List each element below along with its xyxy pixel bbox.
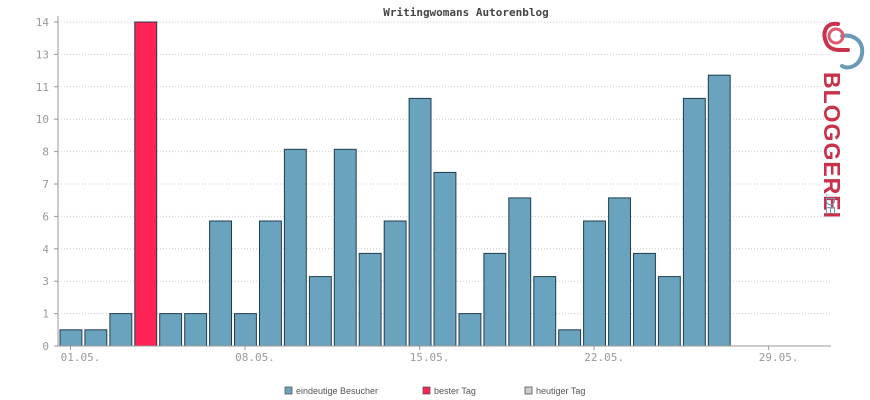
y-tick-label: 0: [42, 340, 49, 353]
y-tick-label: 11: [36, 81, 49, 94]
legend-swatch: [524, 386, 533, 395]
visitor-bar[interactable]: [283, 148, 307, 347]
x-tick-label: 22.05.: [584, 351, 624, 364]
bloggerei-logo-icon: [822, 21, 865, 70]
visitor-bar[interactable]: [209, 220, 233, 347]
visitor-bar[interactable]: [608, 197, 631, 347]
visitor-bar[interactable]: [707, 74, 731, 347]
y-tick-label: 3: [42, 275, 49, 288]
y-tick-label: 1: [42, 308, 49, 321]
x-tick-label: 15.05.: [410, 351, 450, 364]
visitor-bar[interactable]: [184, 313, 208, 347]
axes: [57, 16, 831, 347]
visitor-bar[interactable]: [433, 171, 457, 347]
bloggerei-logo[interactable]: BLOGGEREI .DE: [819, 21, 865, 219]
y-tick-label: 8: [42, 146, 49, 159]
visitor-bar[interactable]: [159, 313, 183, 347]
visitor-bar[interactable]: [383, 220, 407, 347]
bloggerei-logo-suffix: .DE: [823, 193, 838, 215]
visitor-bar[interactable]: [657, 276, 681, 347]
y-tick-label: 4: [42, 243, 49, 256]
best-day-bar[interactable]: [134, 21, 158, 347]
visitor-bar[interactable]: [633, 252, 656, 347]
legend-label: bester Tag: [434, 386, 476, 396]
bloggerei-logo-text: BLOGGEREI: [819, 72, 845, 219]
y-tick-label: 10: [36, 113, 49, 126]
visitor-bar[interactable]: [59, 329, 83, 347]
visitor-bar[interactable]: [308, 276, 332, 347]
x-tick-label: 29.05.: [759, 351, 799, 364]
visitor-bar[interactable]: [458, 313, 482, 347]
visitor-bar[interactable]: [333, 148, 357, 347]
y-tick-label: 14: [36, 16, 50, 29]
visitor-bar[interactable]: [234, 313, 257, 347]
visitor-bar[interactable]: [533, 276, 557, 347]
visitor-bar[interactable]: [558, 329, 582, 347]
x-tick-label: 08.05.: [235, 351, 275, 364]
chart-title: Writingwomans Autorenblog: [383, 6, 549, 19]
x-axis-ticks: 01.05. 08.05. 15.05. 22.05. 29.05.: [61, 346, 799, 364]
visitor-bar[interactable]: [408, 97, 432, 347]
visitor-bar[interactable]: [508, 197, 532, 347]
legend: eindeutige Besucher bester Tag heutiger Ta…: [284, 386, 585, 396]
visitor-bar[interactable]: [583, 220, 606, 347]
y-tick-label: 6: [42, 210, 49, 223]
legend-swatch: [284, 386, 293, 395]
visitor-bar[interactable]: [259, 220, 282, 347]
y-tick-label: 13: [36, 48, 49, 61]
visitor-bar[interactable]: [358, 252, 382, 347]
legend-label: heutiger Tag: [536, 386, 585, 396]
visitor-bar[interactable]: [84, 329, 108, 347]
visitor-bar[interactable]: [109, 313, 133, 347]
legend-swatch: [422, 386, 431, 395]
visitor-bar[interactable]: [682, 97, 706, 347]
visitor-bar[interactable]: [483, 252, 507, 347]
x-tick-label: 01.05.: [61, 351, 101, 364]
y-tick-label: 7: [42, 178, 49, 191]
legend-label: eindeutige Besucher: [296, 386, 378, 396]
